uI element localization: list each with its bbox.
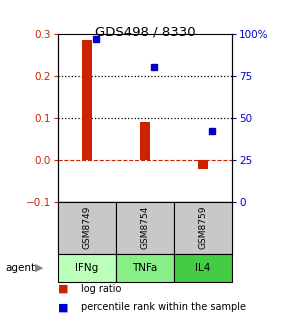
Text: ▶: ▶ xyxy=(35,263,43,273)
Text: IFNg: IFNg xyxy=(75,263,99,273)
Text: GSM8749: GSM8749 xyxy=(82,206,92,249)
Text: ■: ■ xyxy=(58,302,68,312)
Text: IL4: IL4 xyxy=(195,263,211,273)
Text: log ratio: log ratio xyxy=(81,284,122,294)
Text: TNFa: TNFa xyxy=(132,263,158,273)
Text: ■: ■ xyxy=(58,284,68,294)
Text: GSM8759: GSM8759 xyxy=(198,206,208,249)
Text: GDS498 / 8330: GDS498 / 8330 xyxy=(95,25,195,38)
Bar xyxy=(140,122,150,160)
Text: percentile rank within the sample: percentile rank within the sample xyxy=(81,302,246,312)
Text: agent: agent xyxy=(6,263,36,273)
Bar xyxy=(82,40,92,160)
Bar xyxy=(198,160,208,169)
Text: GSM8754: GSM8754 xyxy=(140,206,150,249)
